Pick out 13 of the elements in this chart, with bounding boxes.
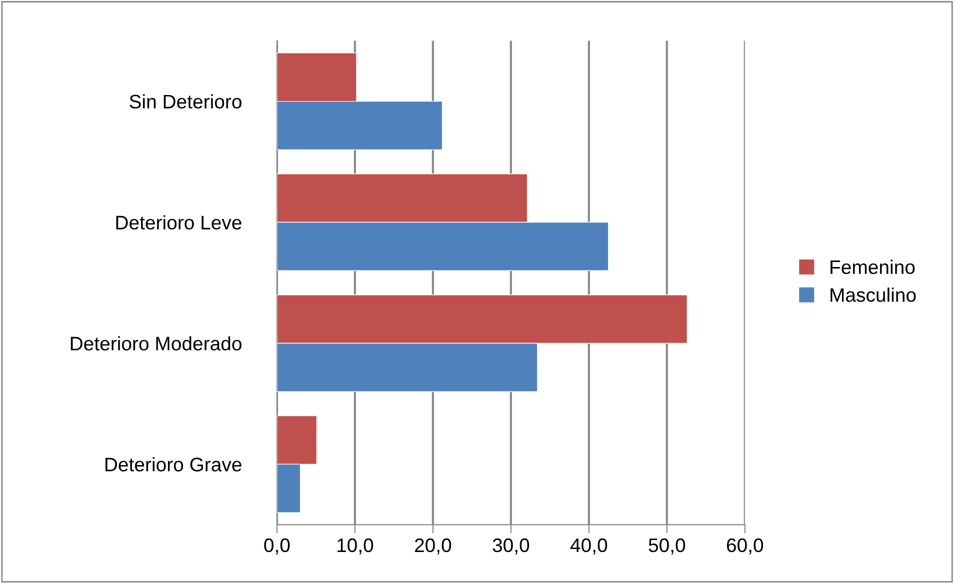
y-tick-label: Sin Deterioro [130, 94, 242, 109]
legend-label: Masculino [830, 288, 916, 302]
x-tick-label: 20,0 [414, 538, 452, 554]
x-tick-label: 30,0 [492, 538, 530, 554]
legend-label: Femenino [830, 260, 915, 274]
y-tick-label: Deterioro Moderado [70, 336, 242, 350]
x-tick-label: 10,0 [338, 538, 374, 554]
y-tick-label: Deterioro Leve [116, 215, 242, 230]
x-tick-label: 50,0 [648, 538, 686, 554]
x-tick-label: 60,0 [726, 538, 764, 554]
x-tick-label: 40,0 [570, 538, 608, 554]
y-tick-label: Deterioro Grave [106, 457, 242, 472]
x-tick-label: 0,0 [264, 538, 290, 554]
